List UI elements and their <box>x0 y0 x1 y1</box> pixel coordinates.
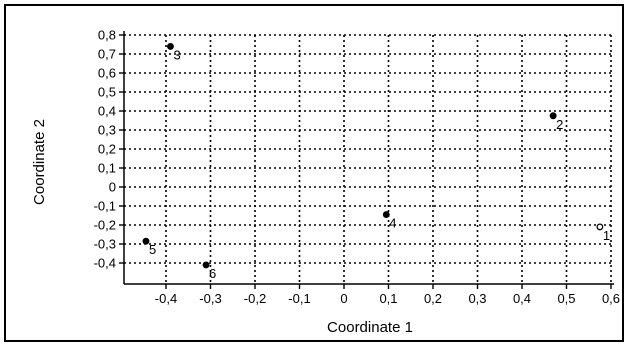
y-tick-label: -0,1 <box>94 199 116 214</box>
y-tick-label: -0,3 <box>94 237 116 252</box>
x-tick-label: 0,5 <box>557 291 575 306</box>
y-tick-label: 0,3 <box>98 123 116 138</box>
y-tick-label: 0,2 <box>98 142 116 157</box>
y-tick-label: 0,5 <box>98 85 116 100</box>
data-point-label: 1 <box>603 228 610 243</box>
data-point-label: 3 <box>173 47 180 62</box>
axes <box>123 31 614 285</box>
y-tick-label: 0,8 <box>98 28 116 43</box>
x-tick-label: -0,2 <box>244 291 266 306</box>
x-tick-label: 0,2 <box>424 291 442 306</box>
y-axis-title: Coordinate 2 <box>31 119 48 205</box>
data-points: 1 2 3 4 5 6 <box>142 42 610 281</box>
x-tick-label: -0,1 <box>288 291 310 306</box>
data-point <box>549 112 557 120</box>
y-tick-label: 0,7 <box>98 47 116 62</box>
x-tick-label: -0,3 <box>199 291 221 306</box>
y-tick-label: -0,2 <box>94 218 116 233</box>
y-tick-label: 0,4 <box>98 104 116 119</box>
data-point-label: 4 <box>389 216 396 231</box>
y-tick-label: 0 <box>109 180 116 195</box>
data-point-label: 6 <box>209 266 216 281</box>
y-tick-label: -0,4 <box>94 256 116 271</box>
grid-lines <box>124 34 614 284</box>
data-point <box>382 211 390 218</box>
x-tick-label: 0,3 <box>468 291 486 306</box>
y-tick-label: 0,6 <box>98 66 116 81</box>
x-tick-label: -0,4 <box>155 291 177 306</box>
chart-frame <box>4 4 624 342</box>
data-point <box>166 42 174 50</box>
x-tick-label: 0 <box>340 291 347 306</box>
data-point-label: 5 <box>149 242 156 257</box>
y-axis-ticks: 0,8 0,7 0,6 0,5 0,4 0,3 0,2 0,1 0 -0,1 -0,2 -0,3 -0,… <box>94 28 124 271</box>
y-tick-label: 0,1 <box>98 161 116 176</box>
x-tick-label: 0,6 <box>602 291 620 306</box>
data-point-label: 2 <box>556 117 563 132</box>
data-point <box>202 261 210 269</box>
x-tick-label: 0,1 <box>379 291 397 306</box>
x-axis-ticks: -0,4 -0,3 -0,2 -0,1 0 0,1 0,2 0,3 0,4 0,5 0,6 <box>155 284 620 306</box>
x-axis-title: Coordinate 1 <box>327 319 413 336</box>
x-tick-label: 0,4 <box>513 291 531 306</box>
data-point <box>596 223 604 231</box>
data-point <box>142 237 150 245</box>
